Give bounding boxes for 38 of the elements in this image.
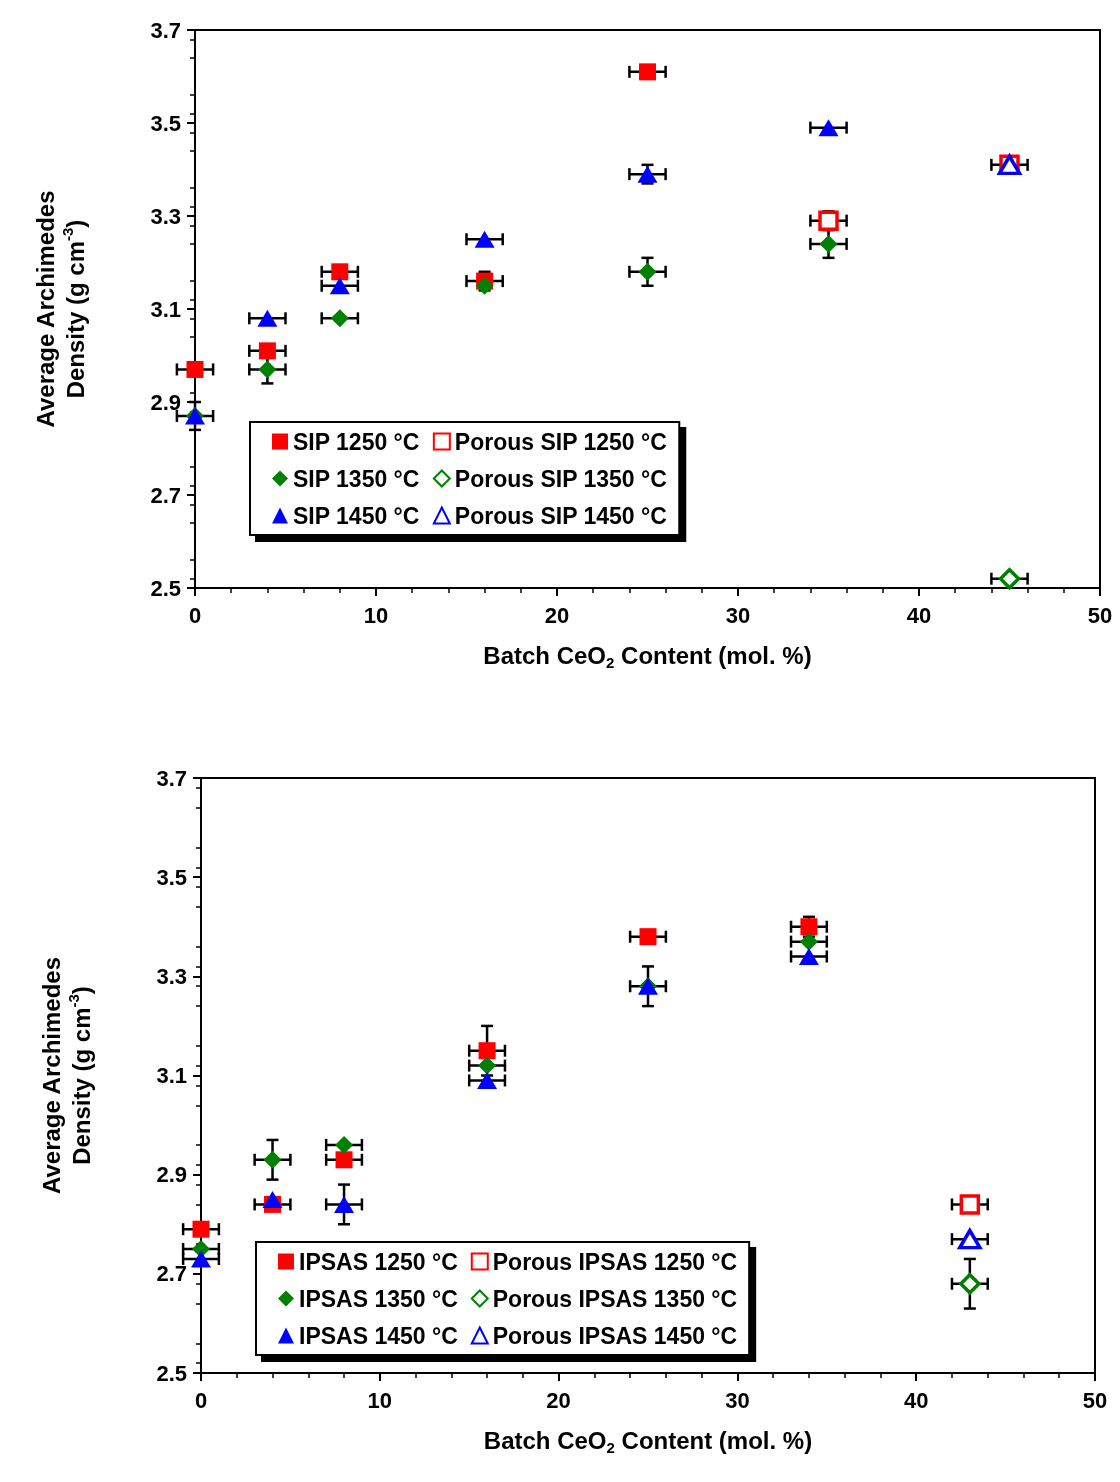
x-tick-label: 30 [725,602,751,628]
x-tick-label: 10 [363,602,389,628]
x-tick-label: 50 [1087,602,1113,628]
y-tick-label: 3.5 [150,110,181,136]
x-tick-label: 0 [188,602,202,628]
y-tick-label: 3.7 [150,17,181,43]
y-tick-label: 3.3 [156,963,187,989]
x-tick-label: 40 [906,602,932,628]
legend-label: IPSAS 1450 °C [299,1322,458,1349]
y-tick-label: 2.5 [156,1360,187,1386]
y-tick-label: 3.1 [150,296,181,322]
legend-label: SIP 1250 °C [293,428,420,455]
legend-label: Porous SIP 1250 °C [454,428,667,455]
x-tick-label: 20 [544,602,570,628]
x-tick-label: 50 [1082,1387,1108,1413]
x-tick-label: 20 [546,1387,571,1413]
x-tick-label: 40 [903,1387,929,1413]
y-tick-label: 2.5 [150,575,181,601]
legend-label: IPSAS 1250 °C [299,1248,458,1275]
y-tick-label: 2.9 [156,1162,187,1188]
legend-label: Porous IPSAS 1450 °C [492,1322,738,1349]
y-tick-label: 3.7 [156,765,187,791]
y-tick-label: 3.3 [150,203,181,229]
y-tick-label: 3.5 [156,864,187,890]
legend-label: Porous IPSAS 1350 °C [492,1285,738,1312]
legend-label: Porous IPSAS 1250 °C [492,1248,738,1275]
x-tick-label: 0 [194,1387,208,1413]
x-tick-label: 10 [367,1387,393,1413]
x-tick-label: 30 [725,1387,750,1413]
legend-label: IPSAS 1350 °C [299,1285,458,1312]
legend-label: SIP 1350 °C [293,465,420,492]
legend-label: SIP 1450 °C [293,502,420,529]
y-tick-label: 2.7 [156,1261,187,1287]
y-tick-label: 2.9 [150,389,181,415]
legend-label: Porous SIP 1350 °C [454,465,667,492]
legend-label: Porous SIP 1450 °C [454,502,667,529]
y-tick-label: 3.1 [156,1063,187,1088]
y-tick-label: 2.7 [150,482,181,508]
